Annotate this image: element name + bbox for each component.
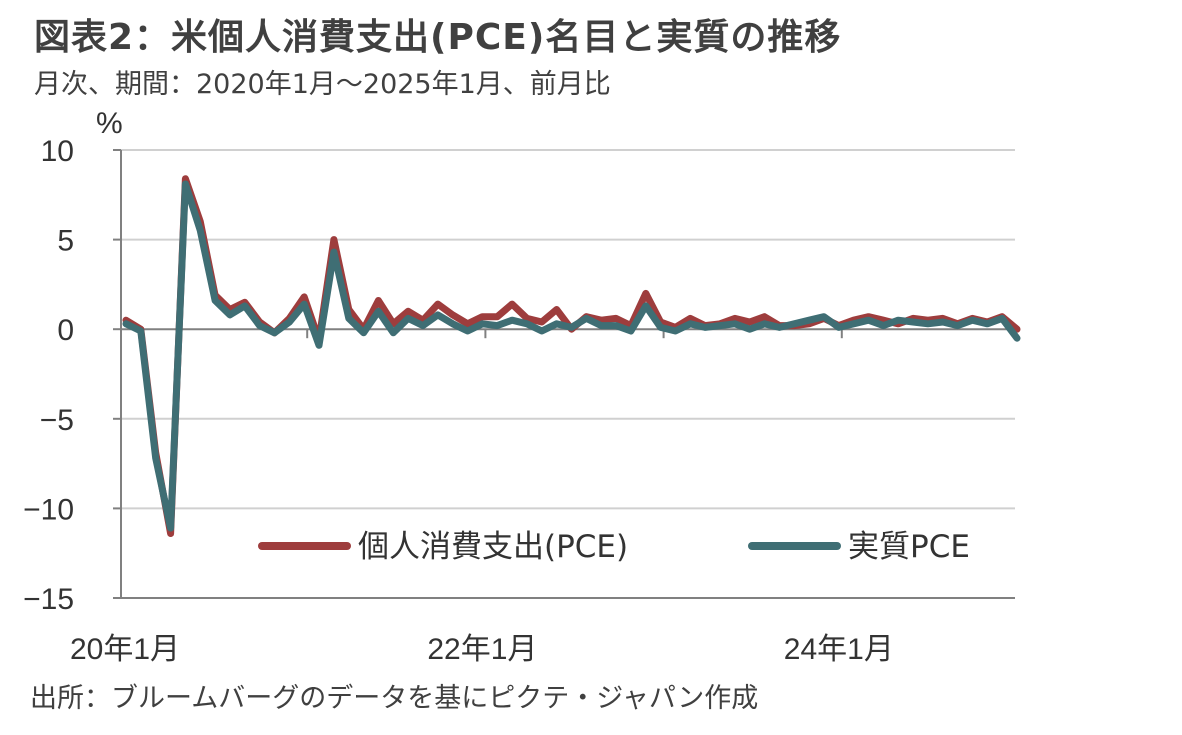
real-pce-line xyxy=(122,180,1021,532)
x-tick-label: 24年1月 xyxy=(784,633,894,666)
y-axis-ticks: 10 5 0 −5 −10 −15 xyxy=(23,135,121,616)
chart-subtitle: 月次、期間：2020年1月～2025年1月、前月比 xyxy=(34,69,611,100)
y-tick-label: −10 xyxy=(23,493,74,526)
x-tick-label: 20年1月 xyxy=(70,633,180,666)
x-tick-label: 22年1月 xyxy=(427,633,537,666)
x-axis-ticks: 20年1月 22年1月 24年1月 xyxy=(70,329,894,666)
gridlines xyxy=(121,149,1015,510)
y-tick-label: −15 xyxy=(23,583,74,616)
legend: 個人消費支出(PCE) 実質PCE xyxy=(258,529,970,565)
y-tick-label: 5 xyxy=(57,225,74,258)
y-tick-label: 10 xyxy=(41,135,74,168)
legend-label: 個人消費支出(PCE) xyxy=(358,529,628,565)
y-tick-label: 0 xyxy=(57,314,74,347)
source-note: 出所：ブルームバーグのデータを基にピクテ・ジャパン作成 xyxy=(30,683,759,714)
y-axis-unit-label: % xyxy=(96,107,123,140)
y-tick-label: −5 xyxy=(40,404,74,437)
chart-title: 図表2：米個人消費支出(PCE)名目と実質の推移 xyxy=(34,17,842,58)
legend-label: 実質PCE xyxy=(848,529,970,565)
series-lines xyxy=(122,175,1021,537)
nominal-pce-line xyxy=(122,175,1021,537)
